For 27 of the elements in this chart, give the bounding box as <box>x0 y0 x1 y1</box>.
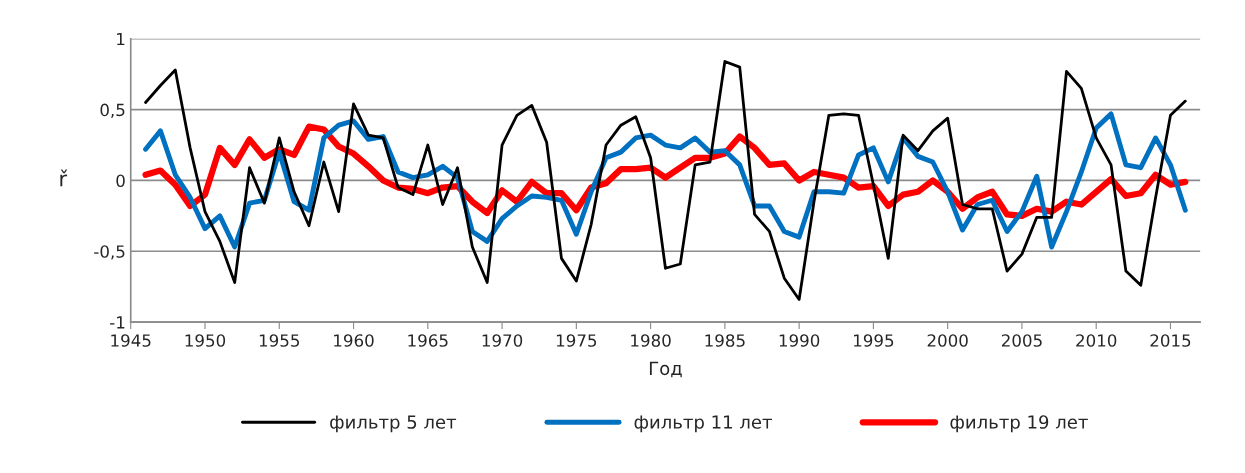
x-tick-label: 1985 <box>705 334 745 347</box>
x-tick-label: 1955 <box>259 334 300 347</box>
x-tick-label: 1975 <box>556 334 597 347</box>
x-tick-label: 1990 <box>779 334 820 347</box>
y-tick-label: 0,5 <box>100 103 125 118</box>
line-series <box>144 60 1187 301</box>
x-tick-label: 2005 <box>1001 334 1042 347</box>
legend-label: фильтр 5 лет <box>330 415 457 433</box>
legend-label: фильтр 19 лет <box>950 415 1088 433</box>
x-tick-label: 1980 <box>631 334 671 347</box>
y-axis-title: ř <box>60 169 68 187</box>
x-tick-label: 2015 <box>1150 334 1191 347</box>
x-tick-label: 1970 <box>482 334 523 347</box>
legend-label: фильтр 11 лет <box>634 415 772 433</box>
y-tick-label: 1 <box>117 32 125 46</box>
x-tick-label: 2000 <box>927 334 968 347</box>
y-tick-label: -0,5 <box>94 245 125 260</box>
x-tick-label: 1945 <box>111 334 151 347</box>
x-tick-label: 1965 <box>408 334 448 347</box>
x-axis-title: Год <box>649 361 682 378</box>
line-series <box>143 111 1188 250</box>
y-tick-label: 0 <box>116 174 125 188</box>
x-tick-label: 1950 <box>185 334 226 347</box>
x-tick-label: 2010 <box>1076 334 1117 347</box>
x-tick-label: 1995 <box>854 334 894 347</box>
x-tick-label: 1960 <box>334 334 374 347</box>
y-tick-label: -1 <box>110 316 125 329</box>
